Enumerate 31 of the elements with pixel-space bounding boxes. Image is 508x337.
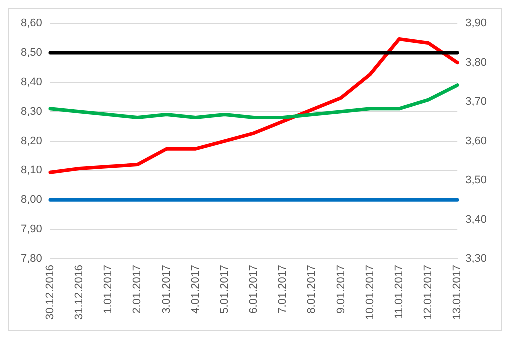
- y2-tick-label: 3,60: [466, 135, 488, 148]
- y-tick-label: 7,90: [20, 224, 42, 236]
- x-tick-label: 5.01.2017: [218, 264, 231, 314]
- x-tick-label: 7.01.2017: [277, 264, 290, 314]
- y-tick-label: 8,40: [20, 76, 42, 88]
- y-tick-label: 8,20: [20, 135, 42, 148]
- x-tick-label: 31.12.2016: [74, 264, 86, 320]
- y2-tick-label: 3,40: [466, 214, 488, 226]
- y2-tick-label: 3,90: [466, 18, 488, 30]
- x-tick-label: 6.01.2017: [248, 264, 260, 314]
- x-tick-label: 3.01.2017: [160, 264, 173, 314]
- x-tick-label: 30.12.2016: [44, 264, 56, 320]
- y-tick-label: 8,30: [20, 106, 42, 118]
- y2-tick-label: 3,50: [466, 174, 488, 187]
- x-tick-label: 4.01.2017: [190, 264, 202, 314]
- y2-tick-label: 3,80: [466, 56, 488, 69]
- x-tick-label: 2.01.2017: [132, 264, 144, 314]
- y2-tick-label: 3,70: [466, 96, 488, 108]
- y-tick-label: 8,10: [20, 164, 42, 177]
- x-tick-label: 1.01.2017: [102, 264, 115, 314]
- x-tick-label: 12.01.2017: [422, 264, 435, 320]
- y-tick-label: 8,50: [20, 47, 42, 60]
- x-tick-label: 10.01.2017: [364, 264, 376, 320]
- x-tick-label: 13.01.2017: [452, 264, 464, 320]
- y-tick-label: 8,60: [20, 18, 42, 30]
- y2-tick-label: 3,30: [466, 252, 488, 265]
- x-tick-label: 11.01.2017: [393, 264, 406, 320]
- y-tick-label: 7,80: [20, 252, 42, 265]
- y-tick-label: 8,00: [20, 194, 42, 206]
- x-tick-label: 9.01.2017: [335, 264, 348, 314]
- x-tick-label: 8.01.2017: [306, 264, 318, 314]
